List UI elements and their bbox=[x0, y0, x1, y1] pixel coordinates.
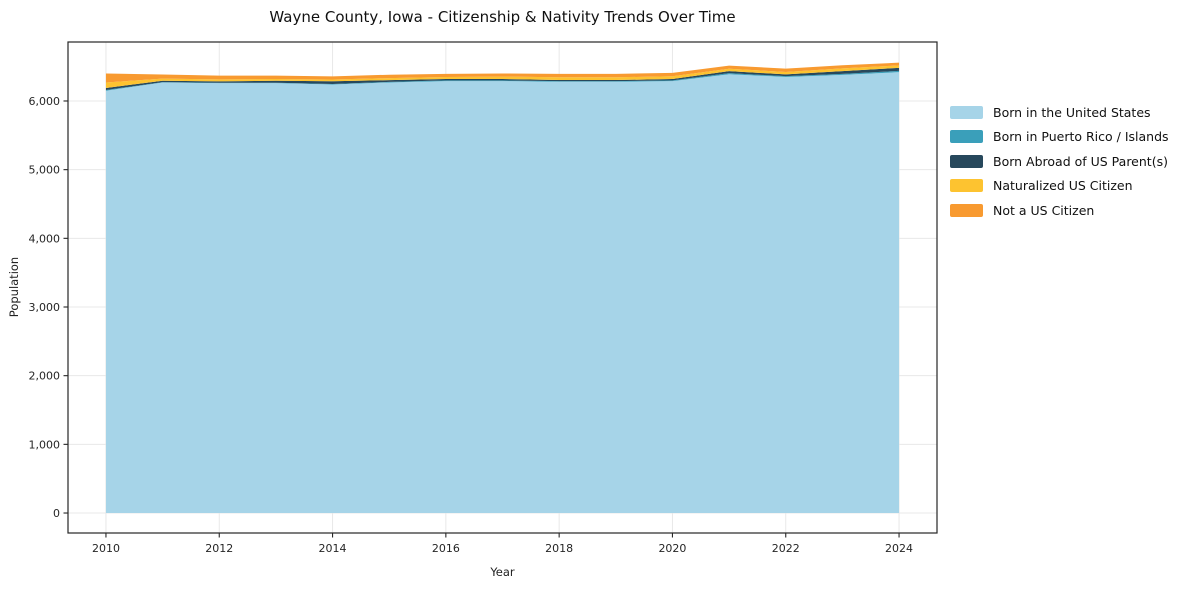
legend-swatch-born-puerto-rico bbox=[950, 130, 983, 143]
svg-text:2024: 2024 bbox=[885, 542, 913, 555]
legend-item-born-abroad: Born Abroad of US Parent(s) bbox=[950, 149, 1169, 174]
legend-label: Not a US Citizen bbox=[993, 203, 1094, 218]
svg-text:2016: 2016 bbox=[432, 542, 460, 555]
svg-text:0: 0 bbox=[53, 507, 60, 520]
svg-text:2022: 2022 bbox=[772, 542, 800, 555]
legend-item-not-citizen: Not a US Citizen bbox=[950, 198, 1169, 223]
legend-item-naturalized: Naturalized US Citizen bbox=[950, 174, 1169, 199]
svg-text:2018: 2018 bbox=[545, 542, 573, 555]
svg-text:2020: 2020 bbox=[658, 542, 686, 555]
legend-item-born-in-us: Born in the United States bbox=[950, 100, 1169, 125]
svg-text:1,000: 1,000 bbox=[29, 438, 61, 451]
legend-label: Born Abroad of US Parent(s) bbox=[993, 154, 1168, 169]
legend-swatch-born-in-us bbox=[950, 106, 983, 119]
legend-swatch-born-abroad bbox=[950, 155, 983, 168]
legend-label: Naturalized US Citizen bbox=[993, 178, 1133, 193]
y-axis-label: Population bbox=[7, 257, 21, 317]
x-axis-label: Year bbox=[68, 565, 937, 579]
legend-swatch-naturalized bbox=[950, 179, 983, 192]
legend-swatch-not-citizen bbox=[950, 204, 983, 217]
svg-text:6,000: 6,000 bbox=[29, 95, 61, 108]
svg-text:2,000: 2,000 bbox=[29, 370, 61, 383]
svg-text:4,000: 4,000 bbox=[29, 232, 61, 245]
svg-text:2010: 2010 bbox=[92, 542, 120, 555]
stacked-area-chart: 2010 2012 2014 2016 2018 2020 2022 2024 0 1,000 2,… bbox=[0, 0, 1189, 590]
legend: Born in the United States Born in Puerto… bbox=[950, 100, 1169, 223]
legend-label: Born in the United States bbox=[993, 105, 1151, 120]
svg-text:2014: 2014 bbox=[319, 542, 347, 555]
svg-text:5,000: 5,000 bbox=[29, 164, 61, 177]
svg-text:2012: 2012 bbox=[205, 542, 233, 555]
svg-text:3,000: 3,000 bbox=[29, 301, 61, 314]
legend-item-born-puerto-rico: Born in Puerto Rico / Islands bbox=[950, 125, 1169, 150]
chart-page: Wayne County, Iowa - Citizenship & Nativ… bbox=[0, 0, 1189, 590]
legend-label: Born in Puerto Rico / Islands bbox=[993, 129, 1169, 144]
